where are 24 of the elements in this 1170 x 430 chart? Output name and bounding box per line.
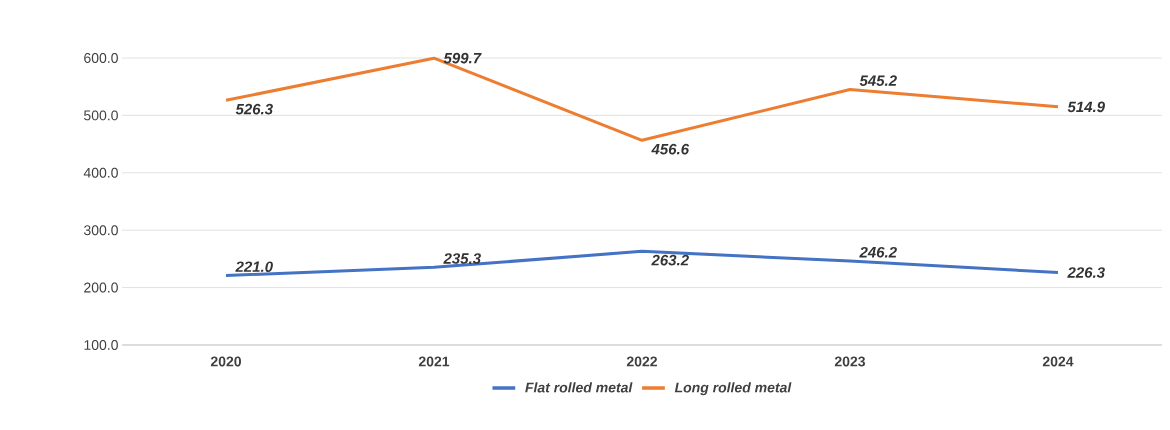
data-label: 456.6 <box>651 143 690 155</box>
y-tick-label: 600.0 <box>84 53 118 63</box>
legend-label: Flat rolled metal <box>525 382 633 393</box>
x-tick-label: 2020 <box>210 356 241 367</box>
y-tick-label: 300.0 <box>83 225 118 236</box>
data-label: 263.2 <box>651 254 689 266</box>
data-label: 526.3 <box>235 103 273 115</box>
data-label: 599.7 <box>443 52 482 64</box>
data-label: 545.2 <box>859 75 897 86</box>
x-tick-label: 2021 <box>418 356 450 367</box>
y-tick-label: 500.0 <box>84 110 118 121</box>
x-tick-label: 2023 <box>834 356 866 367</box>
x-tick-label: 2024 <box>1042 356 1074 367</box>
y-tick-label: 200.0 <box>84 282 118 293</box>
data-label: 246.2 <box>859 246 897 258</box>
data-label: 235.3 <box>443 253 481 264</box>
y-tick-label: 400.0 <box>83 167 118 178</box>
data-label: 514.9 <box>1067 101 1105 113</box>
x-tick-label: 2022 <box>626 356 657 367</box>
data-label: 226.3 <box>1067 267 1105 278</box>
line-series <box>224 249 1060 278</box>
data-label: 221.0 <box>235 261 273 272</box>
y-tick-label: 100.0 <box>84 340 118 350</box>
legend-label: Long rolled metal <box>674 382 792 396</box>
